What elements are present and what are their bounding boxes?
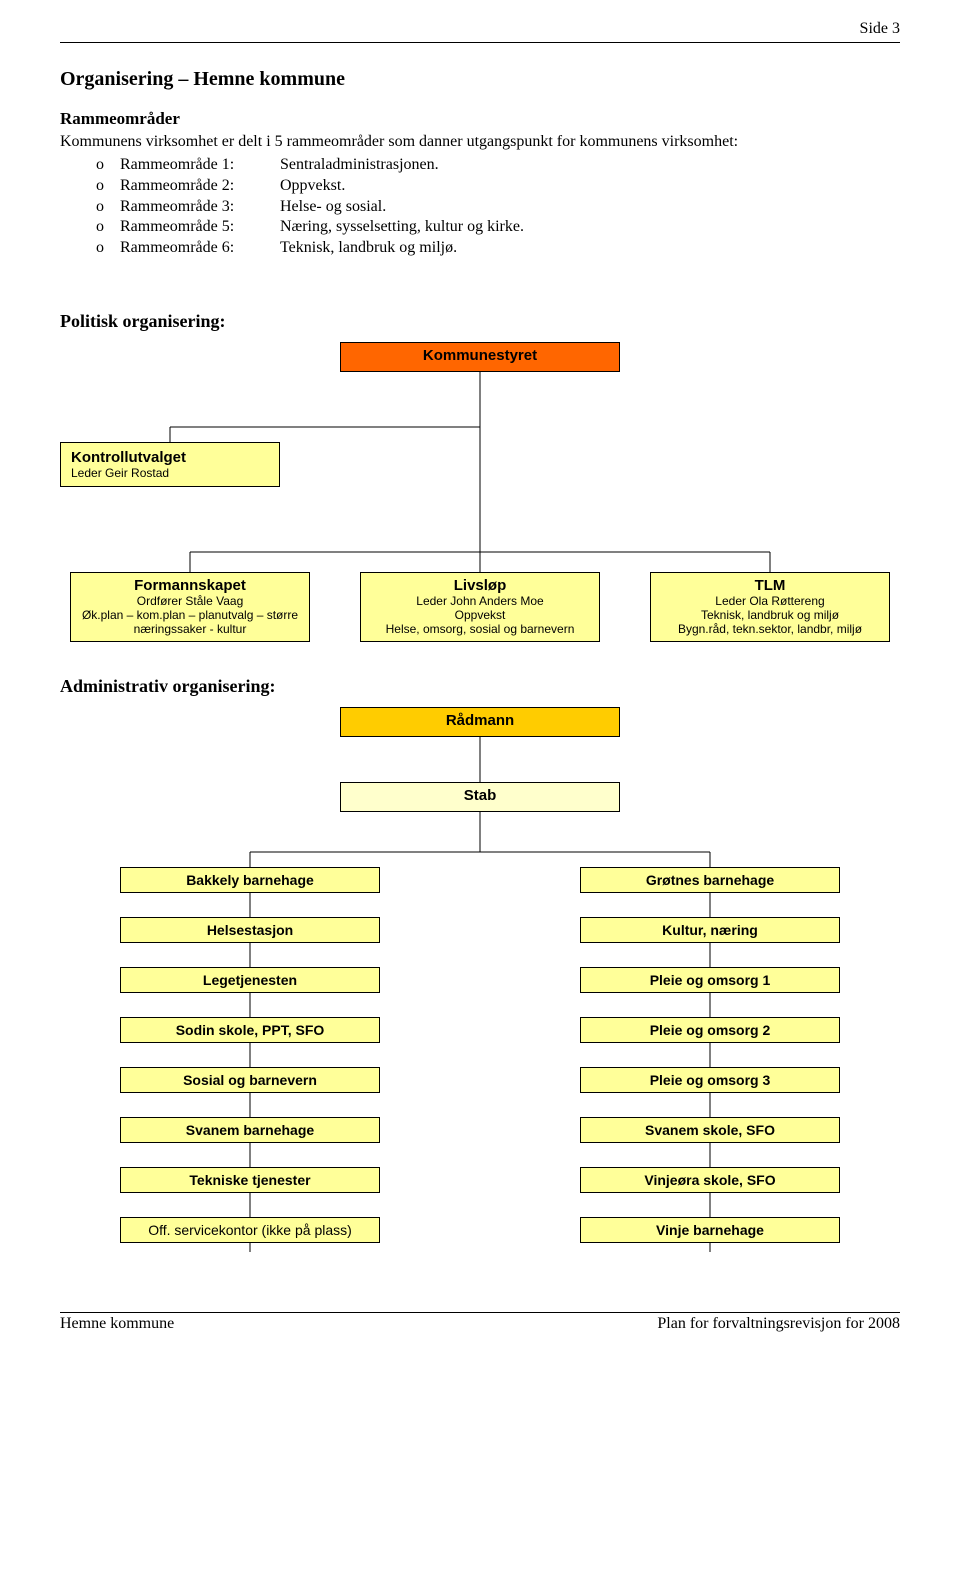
bullet-row: o Rammeområde 5: Næring, sysselsetting, … bbox=[60, 217, 900, 238]
node-sub: Oppvekst bbox=[367, 608, 593, 622]
unit-box: Pleie og omsorg 3 bbox=[580, 1067, 840, 1093]
unit-box: Vinje barnehage bbox=[580, 1217, 840, 1243]
node-title: Livsløp bbox=[367, 577, 593, 594]
node-title: Kontrollutvalget bbox=[71, 449, 269, 466]
unit-box: Legetjenesten bbox=[120, 967, 380, 993]
unit-label: Vinjeøra skole, SFO bbox=[587, 1172, 833, 1188]
unit-label: Svanem barnehage bbox=[127, 1122, 373, 1138]
bullet-label: Rammeområde 1: bbox=[120, 155, 280, 176]
admin-heading: Administrativ organisering: bbox=[60, 676, 900, 697]
node-kontrollutvalget: Kontrollutvalget Leder Geir Rostad bbox=[60, 442, 280, 487]
node-sub: Leder Geir Rostad bbox=[71, 466, 269, 480]
bullet-row: o Rammeområde 1: Sentraladministrasjonen… bbox=[60, 155, 900, 176]
bullet-label: Rammeområde 5: bbox=[120, 217, 280, 238]
bullet-value: Næring, sysselsetting, kultur og kirke. bbox=[280, 217, 900, 238]
node-title: TLM bbox=[657, 577, 883, 594]
bullet-label: Rammeområde 6: bbox=[120, 238, 280, 259]
unit-label: Vinje barnehage bbox=[587, 1222, 833, 1238]
node-sub: Helse, omsorg, sosial og barnevern bbox=[367, 622, 593, 636]
node-sub: Ordfører Ståle Vaag bbox=[77, 594, 303, 608]
node-sub: Teknisk, landbruk og miljø bbox=[657, 608, 883, 622]
header-rule bbox=[60, 42, 900, 43]
bullet-row: o Rammeområde 6: Teknisk, landbruk og mi… bbox=[60, 238, 900, 259]
bullet-value: Teknisk, landbruk og miljø. bbox=[280, 238, 900, 259]
unit-box: Pleie og omsorg 1 bbox=[580, 967, 840, 993]
unit-box: Off. servicekontor (ikke på plass) bbox=[120, 1217, 380, 1243]
unit-label: Helsestasjon bbox=[127, 922, 373, 938]
node-title: Stab bbox=[347, 787, 613, 804]
bullet-icon: o bbox=[96, 217, 120, 238]
node-stab: Stab bbox=[340, 782, 620, 812]
unit-label: Pleie og omsorg 2 bbox=[587, 1022, 833, 1038]
unit-label: Off. servicekontor (ikke på plass) bbox=[127, 1222, 373, 1238]
node-formannskapet: Formannskapet Ordfører Ståle Vaag Øk.pla… bbox=[70, 572, 310, 642]
unit-box: Helsestasjon bbox=[120, 917, 380, 943]
unit-label: Sosial og barnevern bbox=[127, 1072, 373, 1088]
node-sub: Leder John Anders Moe bbox=[367, 594, 593, 608]
unit-box: Vinjeøra skole, SFO bbox=[580, 1167, 840, 1193]
unit-label: Pleie og omsorg 1 bbox=[587, 972, 833, 988]
node-sub: Bygn.råd, tekn.sektor, landbr, miljø bbox=[657, 622, 883, 636]
unit-label: Kultur, næring bbox=[587, 922, 833, 938]
footer-left: Hemne kommune bbox=[60, 1315, 174, 1333]
unit-box: Kultur, næring bbox=[580, 917, 840, 943]
unit-box: Bakkely barnehage bbox=[120, 867, 380, 893]
unit-box: Pleie og omsorg 2 bbox=[580, 1017, 840, 1043]
node-kommunestyret: Kommunestyret bbox=[340, 342, 620, 372]
unit-box: Sodin skole, PPT, SFO bbox=[120, 1017, 380, 1043]
bullet-value: Helse- og sosial. bbox=[280, 197, 900, 218]
footer-right: Plan for forvaltningsrevisjon for 2008 bbox=[657, 1315, 900, 1333]
rammeomrader-intro: Kommunens virksomhet er delt i 5 rammeom… bbox=[60, 133, 900, 151]
unit-label: Bakkely barnehage bbox=[127, 872, 373, 888]
unit-label: Pleie og omsorg 3 bbox=[587, 1072, 833, 1088]
bullet-label: Rammeområde 2: bbox=[120, 176, 280, 197]
node-title: Rådmann bbox=[347, 712, 613, 729]
node-sub: Øk.plan – kom.plan – planutvalg – større… bbox=[77, 608, 303, 636]
politisk-org-chart: Kommunestyret Kontrollutvalget Leder Gei… bbox=[60, 342, 900, 652]
bullet-icon: o bbox=[96, 197, 120, 218]
bullet-row: o Rammeområde 3: Helse- og sosial. bbox=[60, 197, 900, 218]
node-radmann: Rådmann bbox=[340, 707, 620, 737]
unit-label: Sodin skole, PPT, SFO bbox=[127, 1022, 373, 1038]
unit-box: Tekniske tjenester bbox=[120, 1167, 380, 1193]
bullet-value: Oppvekst. bbox=[280, 176, 900, 197]
bullet-value: Sentraladministrasjonen. bbox=[280, 155, 900, 176]
page-footer: Hemne kommune Plan for forvaltningsrevis… bbox=[60, 1312, 900, 1333]
unit-box: Svanem barnehage bbox=[120, 1117, 380, 1143]
page-title: Organisering – Hemne kommune bbox=[60, 68, 900, 91]
page-side-label: Side 3 bbox=[60, 20, 900, 38]
unit-label: Legetjenesten bbox=[127, 972, 373, 988]
unit-box: Svanem skole, SFO bbox=[580, 1117, 840, 1143]
unit-box: Sosial og barnevern bbox=[120, 1067, 380, 1093]
bullet-label: Rammeområde 3: bbox=[120, 197, 280, 218]
bullet-icon: o bbox=[96, 176, 120, 197]
unit-label: Svanem skole, SFO bbox=[587, 1122, 833, 1138]
node-title: Formannskapet bbox=[77, 577, 303, 594]
rammeomrader-heading: Rammeområder bbox=[60, 109, 900, 129]
unit-box: Grøtnes barnehage bbox=[580, 867, 840, 893]
node-title: Kommunestyret bbox=[347, 347, 613, 364]
admin-org-chart: Rådmann Stab Bakkely barnehage Helsestas… bbox=[60, 707, 900, 1277]
node-tlm: TLM Leder Ola Røttereng Teknisk, landbru… bbox=[650, 572, 890, 642]
bullet-icon: o bbox=[96, 155, 120, 176]
node-sub: Leder Ola Røttereng bbox=[657, 594, 883, 608]
unit-label: Tekniske tjenester bbox=[127, 1172, 373, 1188]
bullet-row: o Rammeområde 2: Oppvekst. bbox=[60, 176, 900, 197]
politisk-heading: Politisk organisering: bbox=[60, 311, 900, 332]
node-livslop: Livsløp Leder John Anders Moe Oppvekst H… bbox=[360, 572, 600, 642]
bullet-icon: o bbox=[96, 238, 120, 259]
unit-label: Grøtnes barnehage bbox=[587, 872, 833, 888]
